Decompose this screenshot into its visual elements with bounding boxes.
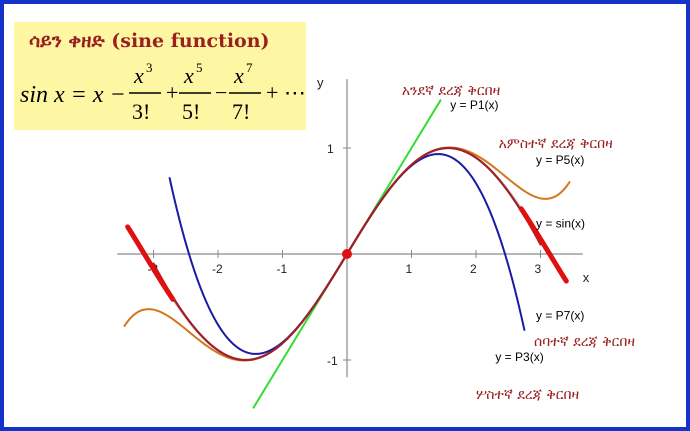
formula-term-2-den: 5! [182,99,200,124]
x-tick-label: 1 [406,262,413,276]
formula-term-1-op: + [166,80,178,105]
formula-term-1: x 3 3! + [129,60,178,124]
formula-term-3-num: x [233,63,244,88]
y-tick-label: -1 [327,354,338,368]
formula-term-2-num: x [183,63,194,88]
x-tick-label: -1 [277,262,288,276]
formula-term-2: x 5 5! − [179,60,227,124]
formula-term-1-num: x [133,63,144,88]
x-axis-label: x [583,270,590,285]
formula-box [14,22,306,130]
formula-term-1-exp: 3 [146,60,153,75]
x-tick-label: -2 [212,262,223,276]
origin-point [342,249,352,259]
formula-term-3-exp: 7 [246,60,253,75]
chart-title: ሳይን ቀዘድ (sine function) [29,30,270,52]
annotation-p7-amharic: ሰባተኛ ደረጃ ቅርበዛ [534,334,635,350]
annotation-p3-name: y = P3(x) [495,350,543,364]
formula-lhs: sin x = x − [20,82,126,108]
formula-term-3-den: 7! [232,99,250,124]
annotation-p1-name: y = P1(x) [450,98,498,112]
sin-highlight-segment [125,224,176,302]
annotation-p1-amharic: አንደኛ ደረጃ ቅርበዛ [402,83,500,99]
x-tick-label: 3 [535,262,542,276]
formula-term-3-op: + ⋯ [266,80,304,105]
annotation-p7-name: y = P7(x) [536,309,584,323]
sin-highlight-segment [518,206,569,284]
annotation-p5-name: y = P5(x) [536,153,584,167]
x-tick-label: 2 [470,262,477,276]
formula-term-2-exp: 5 [196,60,203,75]
formula-term-3: x 7 7! + ⋯ [229,60,304,124]
formula-term-1-den: 3! [132,99,150,124]
annotation-p3-amharic: ሦስተኛ ደረጃ ቅርበዛ [476,387,579,403]
annotation-sin-name: y = sin(x) [536,217,585,231]
formula-term-2-op: − [215,80,227,105]
annotation-p5-amharic: አምስተኛ ደረጃ ቅርበዛ [499,136,613,152]
sine-series-formula: sin x = x − x 3 3! + x 5 5! − x 7 7! + ⋯ [20,60,304,124]
y-axis-label: y [317,75,324,90]
y-tick-label: 1 [327,142,334,156]
